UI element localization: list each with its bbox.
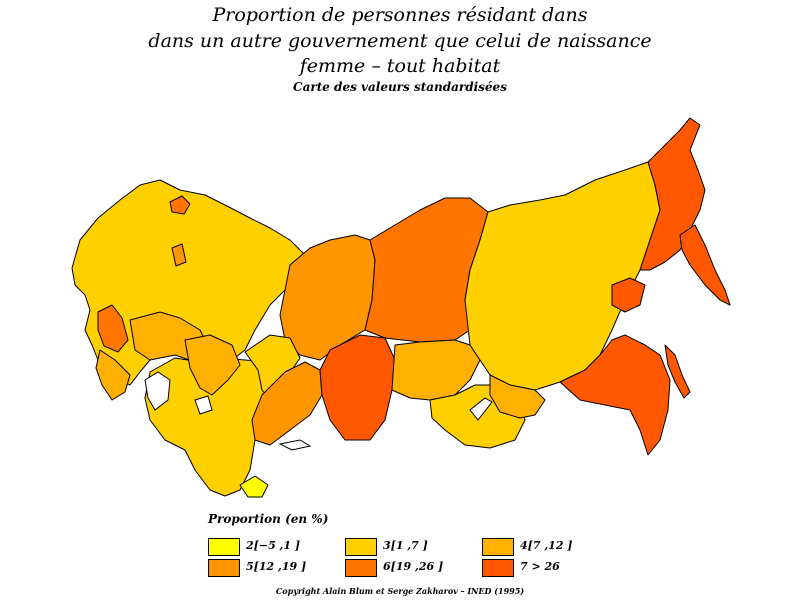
lake-balkhash [278,439,312,451]
aral-sea [194,395,213,415]
region-kazakhstan [184,334,241,396]
legend-swatch [482,559,514,577]
map-title-line-3: femme – tout habitat [299,55,501,77]
legend-label: 5[12 ,19 ] [246,560,307,573]
region-amur [611,277,646,313]
region-central-orange [171,243,187,267]
region-european-base [71,179,306,386]
map-subtitle: Carte des valeurs standardisées [293,80,507,94]
copyright-notice: Copyright Alain Blum et Serge Zakharov –… [275,586,525,596]
region-kirghizia [239,475,269,498]
legend-label: 6[19 ,26 ] [383,560,444,573]
region-irkutsk [391,339,481,401]
legend-swatch [345,538,377,556]
region-south-siberia [251,361,323,446]
legend-label: 2[−5 ,1 ] [246,539,301,552]
legend-label: 4[7 ,12 ] [520,539,573,552]
lake-baikal [469,397,493,421]
region-central-siberia-red [319,334,396,441]
legend-label: 3[1 ,7 ] [383,539,428,552]
region-chita [489,374,546,419]
region-west-orange [97,304,129,353]
region-baltic [169,195,191,215]
map-title-line-1: Proportion de personnes résidant dans [212,4,588,26]
legend-swatch [482,538,514,556]
region-khabarovsk [559,334,671,456]
legend-swatch [208,559,240,577]
region-kamchatka [679,224,731,306]
map-title-line-2: dans un autre gouvernement que celui de … [148,30,652,52]
caspian-sea [144,371,171,411]
legend-swatch [208,538,240,556]
legend-swatch [345,559,377,577]
region-caucasus [95,349,131,401]
legend-label: 7 > 26 [520,560,560,573]
region-sakhalin [664,344,691,399]
legend-title: Proportion (en %) [208,512,329,526]
